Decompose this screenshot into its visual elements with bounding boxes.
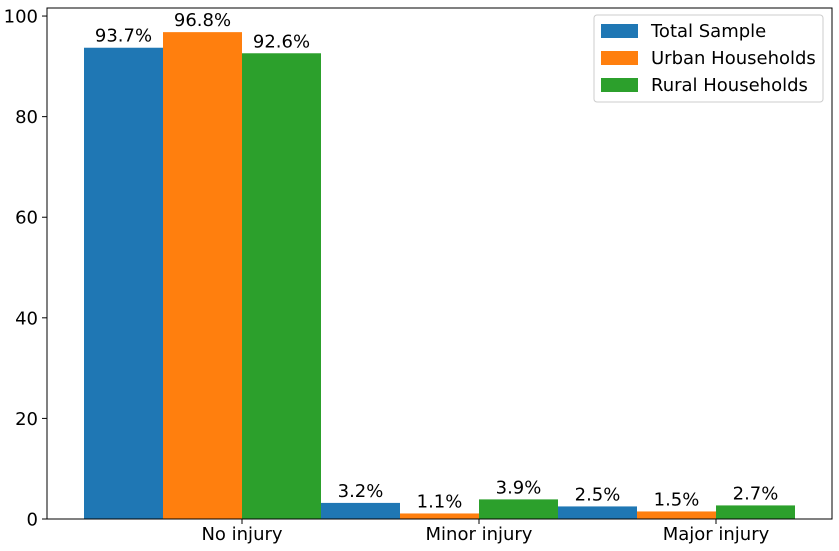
x-tick-label: No injury [201, 524, 282, 545]
y-tick-label: 100 [4, 7, 38, 28]
bar [242, 53, 321, 519]
bar-labels-group: 93.7% 96.8% 92.6% 3.2% 1.1% 3.9% 2.5% 1.5% 2.7% [95, 10, 778, 512]
bar [84, 47, 163, 519]
legend-swatch [601, 24, 638, 38]
bar [716, 505, 795, 519]
bar-value-label: 2.5% [575, 484, 621, 505]
bar-value-label: 96.8% [174, 10, 231, 31]
bar-value-label: 93.7% [95, 26, 152, 47]
legend-label: Urban Households [651, 48, 816, 69]
bar-value-label: 1.5% [654, 489, 700, 510]
plot-frame [46, 7, 833, 520]
legend-swatch [601, 78, 638, 92]
legend-label: Total Sample [650, 21, 766, 42]
bar-value-label: 3.2% [338, 481, 384, 502]
bar-value-label: 3.9% [496, 477, 542, 498]
x-tick-label: Major injury [663, 524, 770, 545]
legend-label: Rural Households [651, 75, 808, 96]
y-tick-label: 40 [15, 308, 38, 329]
bar-value-label: 92.6% [253, 31, 310, 52]
bar [479, 499, 558, 519]
x-axis: No injury Minor injury Major injury [201, 519, 770, 545]
y-tick-label: 60 [15, 208, 38, 229]
legend-swatch [601, 51, 638, 65]
y-tick-label: 20 [15, 409, 38, 430]
legend: Total Sample Urban Households Rural Househ… [593, 14, 824, 103]
bar [400, 513, 479, 519]
legend-box [593, 14, 824, 103]
y-axis: 0 20 40 60 80 100 [4, 7, 47, 531]
bar-value-label: 2.7% [733, 483, 779, 504]
bars-group [84, 32, 795, 520]
bar [163, 32, 242, 520]
bar-value-label: 1.1% [417, 491, 463, 512]
x-tick-label: Minor injury [426, 524, 533, 545]
y-tick-label: 0 [27, 510, 38, 531]
bar [637, 511, 716, 519]
bar [321, 502, 400, 519]
y-tick-label: 80 [15, 107, 38, 128]
bar [558, 506, 637, 519]
